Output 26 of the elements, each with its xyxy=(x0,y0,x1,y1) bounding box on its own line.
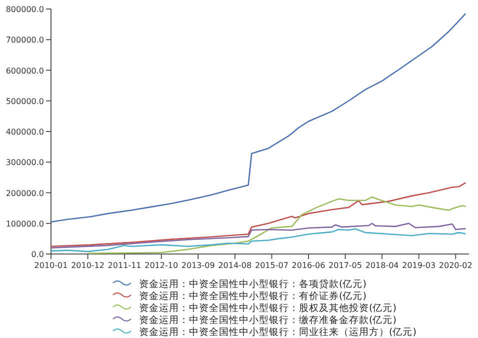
x-tick-label: 2015-07 xyxy=(254,261,288,270)
x-tick-label: 2013-09 xyxy=(181,261,215,270)
legend-label: 资金运用：中资全国性中小型银行：股权及其他投资(亿元) xyxy=(139,302,396,314)
legend-label: 资金运用：中资全国性中小型银行：各项贷款(亿元) xyxy=(139,278,366,290)
x-tick-label: 2018-04 xyxy=(365,261,399,270)
x-tick-label: 2019-03 xyxy=(402,261,436,270)
x-tick-label: 2020-02 xyxy=(438,261,472,270)
y-tick-label: 700000.0 xyxy=(6,36,44,45)
y-tick-label: 100000.0 xyxy=(6,219,44,228)
y-tick-label: 300000.0 xyxy=(6,158,44,168)
x-tick-label: 2012-10 xyxy=(144,261,178,270)
x-tick-label: 2010-12 xyxy=(71,261,105,270)
y-tick-label: 400000.0 xyxy=(6,128,44,136)
x-tick-label: 2014-08 xyxy=(218,261,252,270)
x-tick-label: 2010-01 xyxy=(34,261,68,270)
y-tick-label: 200000.0 xyxy=(6,188,44,198)
y-tick-label: 500000.0 xyxy=(6,96,44,106)
x-tick-label: 2011-11 xyxy=(108,261,142,270)
legend-label: 资金运用：中资全国性中小型银行：有价证券(亿元) xyxy=(139,290,366,302)
legend-label: 资金运用：中资全国性中小型银行：缴存准备金存款(亿元) xyxy=(139,314,396,326)
x-tick-label: 2016-06 xyxy=(292,261,326,270)
y-tick-label: 600000.0 xyxy=(6,66,44,76)
y-tick-label: 0.0 xyxy=(31,250,44,259)
legend-label: 资金运用：中资全国性中小型银行：同业往来（运用方）(亿元) xyxy=(139,326,416,338)
y-tick-label: 800000.0 xyxy=(6,5,44,14)
x-tick-label: 2017-05 xyxy=(328,261,362,270)
